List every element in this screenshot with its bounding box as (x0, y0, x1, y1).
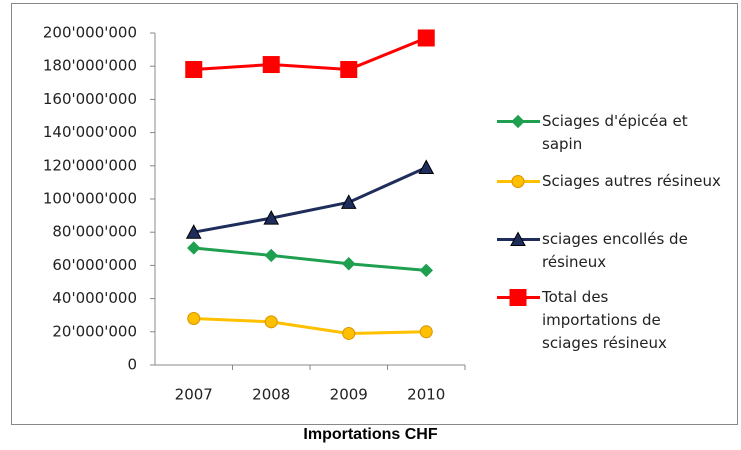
chart-title: Importations CHF (303, 426, 438, 443)
data-point (264, 315, 278, 329)
data-point (417, 29, 435, 47)
data-point (187, 241, 201, 255)
y-tick-label: 40'000'000 (52, 289, 137, 307)
legend-marker (510, 231, 526, 246)
data-point (340, 194, 357, 209)
y-tick-label: 0 (127, 356, 137, 374)
data-point (342, 257, 356, 271)
data-point (418, 159, 435, 174)
data-point (185, 224, 202, 239)
legend-label: sciages encollés de résineux (542, 230, 688, 271)
chart-frame (11, 3, 738, 425)
x-tick-label: 2009 (330, 386, 368, 404)
x-tick-label: 2007 (175, 386, 213, 404)
y-tick-label: 120'000'000 (43, 156, 137, 174)
series-line (193, 36, 427, 72)
x-tick-label: 2010 (407, 386, 445, 404)
legend-marker (511, 175, 525, 188)
y-tick-label: 200'000'000 (43, 24, 137, 42)
series-line (193, 166, 427, 234)
data-point (419, 325, 433, 339)
y-tick-label: 140'000'000 (43, 123, 137, 141)
y-tick-label: 180'000'000 (43, 57, 137, 75)
legend-label: Total des importations de sciages résine… (542, 288, 667, 352)
data-point (342, 326, 356, 340)
data-point (263, 210, 280, 225)
chart: 0 20'000'000 40'000'000 60'000'000 80'000'00… (11, 3, 738, 425)
series-line (193, 317, 427, 335)
series-line (193, 246, 427, 272)
legend-marker (509, 289, 527, 306)
data-point (262, 56, 280, 74)
data-point (187, 312, 201, 326)
data-point (264, 248, 278, 263)
y-tick-label: 100'000'000 (43, 190, 137, 208)
legend-label: Sciages d'épicéa et sapin (542, 112, 688, 153)
legend-marker (511, 114, 525, 129)
data-point (340, 61, 358, 79)
legend-label: Sciages autres résineux (542, 172, 721, 190)
data-point (419, 263, 433, 278)
y-tick-label: 160'000'000 (43, 90, 137, 108)
x-tick-label: 2008 (252, 386, 290, 404)
data-point (185, 61, 203, 79)
y-tick-label: 20'000'000 (52, 322, 137, 340)
y-tick-label: 80'000'000 (52, 223, 137, 241)
y-tick-label: 60'000'000 (52, 256, 137, 274)
